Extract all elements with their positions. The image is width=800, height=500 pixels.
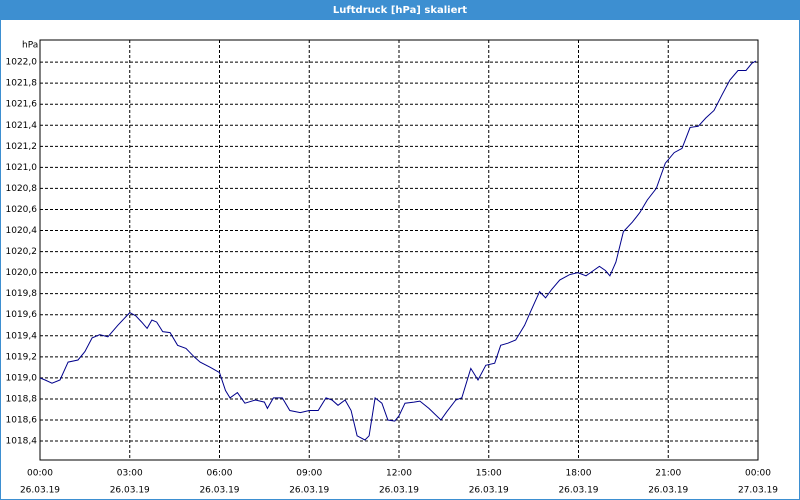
- y-tick-label: 1019,4: [6, 331, 38, 341]
- x-tick-label: 00:00: [27, 469, 53, 479]
- x-tick-date: 26.03.19: [469, 486, 509, 496]
- y-tick-label: 1020,4: [6, 226, 38, 236]
- chart-title: Luftdruck [hPa] skaliert: [333, 5, 467, 16]
- y-tick-label: 1021,4: [6, 121, 38, 131]
- x-tick-date: 26.03.19: [110, 486, 150, 496]
- x-tick-date: 26.03.19: [20, 486, 60, 496]
- x-tick-label: 15:00: [476, 469, 502, 479]
- x-tick-label: 06:00: [207, 469, 233, 479]
- y-tick-label: 1019,2: [6, 352, 38, 362]
- y-tick-label: 1019,0: [6, 373, 38, 383]
- y-tick-label: 1018,4: [6, 437, 38, 447]
- x-tick-date: 27.03.19: [738, 486, 778, 496]
- y-tick-label: 1018,6: [6, 416, 38, 426]
- y-tick-label: 1019,8: [6, 289, 38, 299]
- title-bar: [0, 0, 800, 20]
- x-tick-label: 09:00: [296, 469, 322, 479]
- x-tick-label: 00:00: [745, 469, 771, 479]
- y-tick-label: 1020,0: [6, 268, 38, 278]
- x-tick-date: 26.03.19: [558, 486, 598, 496]
- data-line: [39, 60, 757, 441]
- x-tick-label: 21:00: [655, 469, 681, 479]
- y-tick-label: 1021,8: [6, 79, 38, 89]
- y-tick-label: 1022,0: [6, 58, 38, 68]
- x-tick-label: 18:00: [566, 469, 592, 479]
- y-tick-label: 1020,8: [6, 184, 38, 194]
- y-tick-label: 1020,2: [6, 247, 38, 257]
- x-tick-date: 26.03.19: [199, 486, 239, 496]
- plot-border: [39, 39, 759, 461]
- y-tick-label: 1019,6: [6, 310, 38, 320]
- x-tick-date: 26.03.19: [379, 486, 419, 496]
- y-axis-label: hPa: [22, 41, 38, 51]
- x-tick-date: 26.03.19: [648, 486, 688, 496]
- y-tick-label: 1021,6: [6, 100, 38, 110]
- y-tick-label: 1021,0: [6, 163, 38, 173]
- x-tick-label: 12:00: [386, 469, 412, 479]
- y-tick-label: 1020,6: [6, 205, 38, 215]
- y-tick-label: 1021,2: [6, 142, 38, 152]
- y-tick-label: 1018,8: [6, 394, 38, 404]
- x-tick-date: 26.03.19: [289, 486, 329, 496]
- x-tick-label: 03:00: [117, 469, 143, 479]
